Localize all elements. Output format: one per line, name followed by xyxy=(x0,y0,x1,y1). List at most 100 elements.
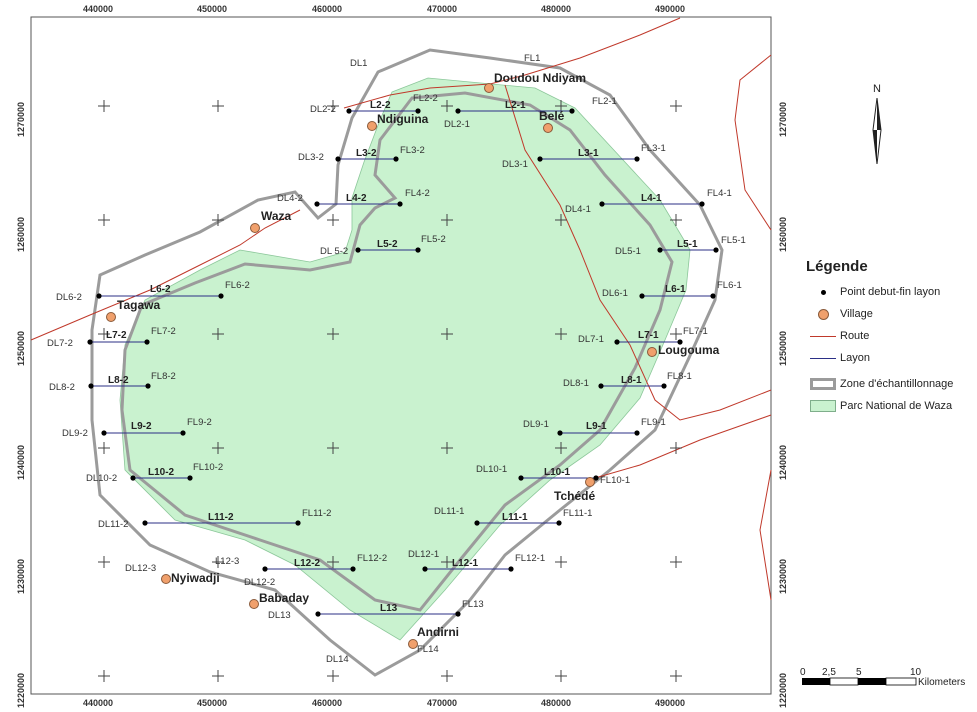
scale-bar xyxy=(802,677,917,686)
route xyxy=(343,17,681,109)
end-label: FL14 xyxy=(417,644,439,655)
legend-item-route: Route xyxy=(806,325,974,347)
sampling-zone-inner xyxy=(120,91,674,612)
layon-endpoint xyxy=(634,156,640,162)
village-icon xyxy=(806,306,840,322)
end-label: FL10-2 xyxy=(193,462,223,473)
layon-endpoint xyxy=(508,566,514,572)
legend-label: Zone d'échantillonnage xyxy=(840,378,954,390)
layon-endpoint xyxy=(557,430,563,436)
start-label: DL8-1 xyxy=(563,378,589,389)
layon-endpoint xyxy=(422,566,428,572)
layon-label: L10-1 xyxy=(544,467,571,478)
layon-endpoint xyxy=(518,475,524,481)
end-label: FL12-2 xyxy=(357,553,387,564)
left-tick: 1240000 xyxy=(16,445,26,480)
start-label: DL5-1 xyxy=(615,246,641,257)
map-frame xyxy=(30,16,772,695)
end-label: FL13 xyxy=(462,599,484,610)
start-label: DL3-1 xyxy=(502,159,528,170)
layon-endpoint xyxy=(556,520,562,526)
layon-label: L9-2 xyxy=(131,421,152,432)
end-label: FL9-2 xyxy=(187,417,212,428)
layon-endpoint xyxy=(415,108,421,114)
layon-label: L6-2 xyxy=(150,284,171,295)
layon-endpoint xyxy=(87,339,93,345)
start-label: DL2-2 xyxy=(310,104,336,115)
route xyxy=(504,84,772,421)
layon-endpoint xyxy=(350,566,356,572)
layon-endpoint xyxy=(101,430,107,436)
zone-box-icon xyxy=(806,376,840,392)
layon-label: L11-1 xyxy=(502,512,528,523)
left-tick: 1220000 xyxy=(16,673,26,708)
legend-item-village: Village xyxy=(806,303,974,325)
village-marker xyxy=(106,312,116,322)
layon-label: L2-1 xyxy=(505,100,526,111)
end-label: FL1 xyxy=(524,53,540,64)
left-tick: 1230000 xyxy=(16,559,26,594)
scale-tick: 0 xyxy=(800,667,806,678)
layon-endpoint xyxy=(634,430,640,436)
village-label: Nyiwadji xyxy=(171,571,220,585)
layon-endpoint xyxy=(130,475,136,481)
start-label: DL11-1 xyxy=(434,506,464,517)
layon-endpoint xyxy=(474,520,480,526)
layon-label: L8-1 xyxy=(621,375,642,386)
layon-endpoint xyxy=(314,201,320,207)
end-label: FL5-1 xyxy=(721,235,746,246)
village-marker xyxy=(484,83,494,93)
legend-label: Village xyxy=(840,308,873,320)
end-label: FL4-2 xyxy=(405,188,430,199)
bottom-tick: 460000 xyxy=(312,698,342,708)
right-tick: 1220000 xyxy=(778,673,788,708)
start-label: DL1 xyxy=(350,58,367,69)
village-label: Lougouma xyxy=(658,343,720,357)
village-label: Andirni xyxy=(417,625,459,639)
layon-line-icon xyxy=(806,350,840,366)
top-tick: 460000 xyxy=(312,4,342,14)
village-label: Belé xyxy=(539,109,565,123)
layon-endpoint xyxy=(569,108,575,114)
layon-endpoint xyxy=(145,383,151,389)
layon-endpoint xyxy=(699,201,705,207)
left-tick: 1270000 xyxy=(16,102,26,137)
layon-endpoint xyxy=(677,339,683,345)
end-label: FL7-2 xyxy=(151,326,176,337)
village-marker xyxy=(161,574,171,584)
route-line-icon xyxy=(806,328,840,344)
end-label: FL5-2 xyxy=(421,234,446,245)
layon-endpoint xyxy=(346,108,352,114)
top-tick: 480000 xyxy=(541,4,571,14)
village-marker xyxy=(249,599,259,609)
start-label: DL2-1 xyxy=(444,119,470,130)
village-marker xyxy=(367,121,377,131)
end-label: FL2-2 xyxy=(413,93,438,104)
right-tick: 1250000 xyxy=(778,331,788,366)
layon-label: L11-2 xyxy=(208,512,234,523)
top-tick: 490000 xyxy=(655,4,685,14)
right-tick: 1240000 xyxy=(778,445,788,480)
layon-label: L2-2 xyxy=(370,100,391,111)
layon-label: L5-2 xyxy=(377,239,398,250)
layon-endpoint xyxy=(397,201,403,207)
legend-item-park: Parc National de Waza xyxy=(806,395,974,417)
layon-endpoint xyxy=(180,430,186,436)
top-tick: 440000 xyxy=(83,4,113,14)
scale-tick: 10 xyxy=(910,667,922,678)
left-tick: 1250000 xyxy=(16,331,26,366)
route xyxy=(759,469,772,601)
layon-label: L6-1 xyxy=(665,284,686,295)
legend: Légende Point debut-fin layon Village Ro… xyxy=(806,258,974,417)
layon-endpoint xyxy=(96,293,102,299)
layon-endpoint xyxy=(187,475,193,481)
layon-endpoint xyxy=(144,339,150,345)
svg-text:N: N xyxy=(873,83,881,95)
layon-endpoint xyxy=(593,475,599,481)
park-area xyxy=(119,77,691,641)
start-label: DL11-2 xyxy=(98,519,128,530)
layon-endpoint xyxy=(657,247,663,253)
start-label: DL6-1 xyxy=(602,288,628,299)
bottom-tick: 480000 xyxy=(541,698,571,708)
